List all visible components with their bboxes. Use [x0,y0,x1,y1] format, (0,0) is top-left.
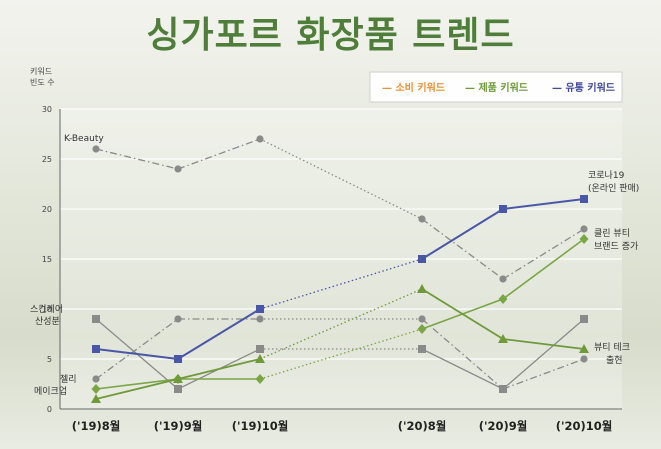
data-point [255,374,265,384]
series-line-segment [95,378,179,400]
series-line-segment [421,218,504,280]
annotation-label: 산성분 [35,316,60,327]
data-point [580,225,588,233]
data-point [173,374,183,383]
annotation-label: 코로나19 [588,170,625,181]
annotation-label: K-Beauty [64,134,104,144]
annotation-label: 클린 뷰티 [594,228,630,239]
data-point [580,315,588,323]
data-point [580,195,588,203]
data-point [417,324,427,334]
series-line-segment [502,198,585,210]
annotation-label: 메이크업 [34,386,67,397]
data-point [418,345,426,353]
page-title: 싱가포르 화장품 트렌드 [146,14,515,56]
x-tick-label: ('19)10월 [232,419,289,433]
series-line-segment [177,138,261,170]
annotation-label: 출현 [606,355,623,366]
y-tick-label: 30 [42,105,52,114]
series-line-segment [421,318,504,390]
data-point [498,334,508,343]
data-point [579,344,589,353]
series-line-segment [259,328,423,380]
series-line-segment [259,258,423,310]
data-point [418,315,426,323]
data-point [174,385,182,393]
data-point [92,145,100,153]
data-point [256,305,264,313]
annotation-label: 젤리 [60,373,77,385]
data-point [499,205,507,213]
data-point [174,165,182,173]
series-line-segment [95,348,179,360]
legend-entry: — 소비 키워드 [382,81,445,94]
data-point [174,315,182,323]
data-point [499,385,507,393]
series-line-segment [177,308,261,360]
data-point [255,354,265,363]
x-tick-label: ('20)10월 [556,419,613,433]
data-point [256,135,264,143]
data-point [92,345,100,353]
data-point [174,355,182,363]
x-tick-label: ('19)9월 [154,419,203,433]
series-line-segment [421,288,504,340]
data-point [580,355,588,363]
data-point [579,234,589,244]
data-point [91,384,101,394]
annotation-label: 뷰티 테크 [594,342,630,353]
legend-entry: — 유통 키워드 [552,81,615,94]
data-point [256,315,264,323]
legend-entry: — 제품 키워드 [465,81,528,94]
data-point [92,375,100,383]
y-tick-label: 10 [42,305,52,314]
series-line-segment [421,208,504,260]
data-point [418,255,426,263]
series-line-segment [259,288,423,360]
series-line-segment [177,358,261,380]
x-tick-label: ('19)8월 [72,419,121,433]
data-point [417,284,427,293]
legend-box [369,71,623,103]
series-line-segment [95,378,179,390]
annotation-label: (온라인 판매) [588,183,639,194]
series-line-segment [502,238,585,300]
series-line-segment [502,338,585,350]
y-tick-label: 15 [42,255,52,264]
annotation-label: 스킨케어 [30,304,63,315]
y-tick-label: 20 [42,205,52,214]
series-line-segment [502,318,585,390]
y-axis-label: 키워드 [30,67,52,76]
data-point [92,315,100,323]
y-tick-label: 0 [47,405,52,414]
y-tick-label: 25 [42,155,52,164]
data-point [499,275,507,283]
data-point [418,215,426,223]
data-point [256,345,264,353]
series-line-segment [95,318,179,380]
x-tick-label: ('20)8월 [398,419,447,433]
series-line-segment [421,348,504,390]
y-axis-label: 빈도 수 [30,78,55,87]
data-point [498,294,508,304]
x-tick-label: ('20)9월 [479,419,528,433]
series-line-segment [502,228,585,280]
annotation-label: 브랜드 증가 [594,241,638,252]
data-point [91,394,101,403]
y-tick-label: 5 [47,355,52,364]
